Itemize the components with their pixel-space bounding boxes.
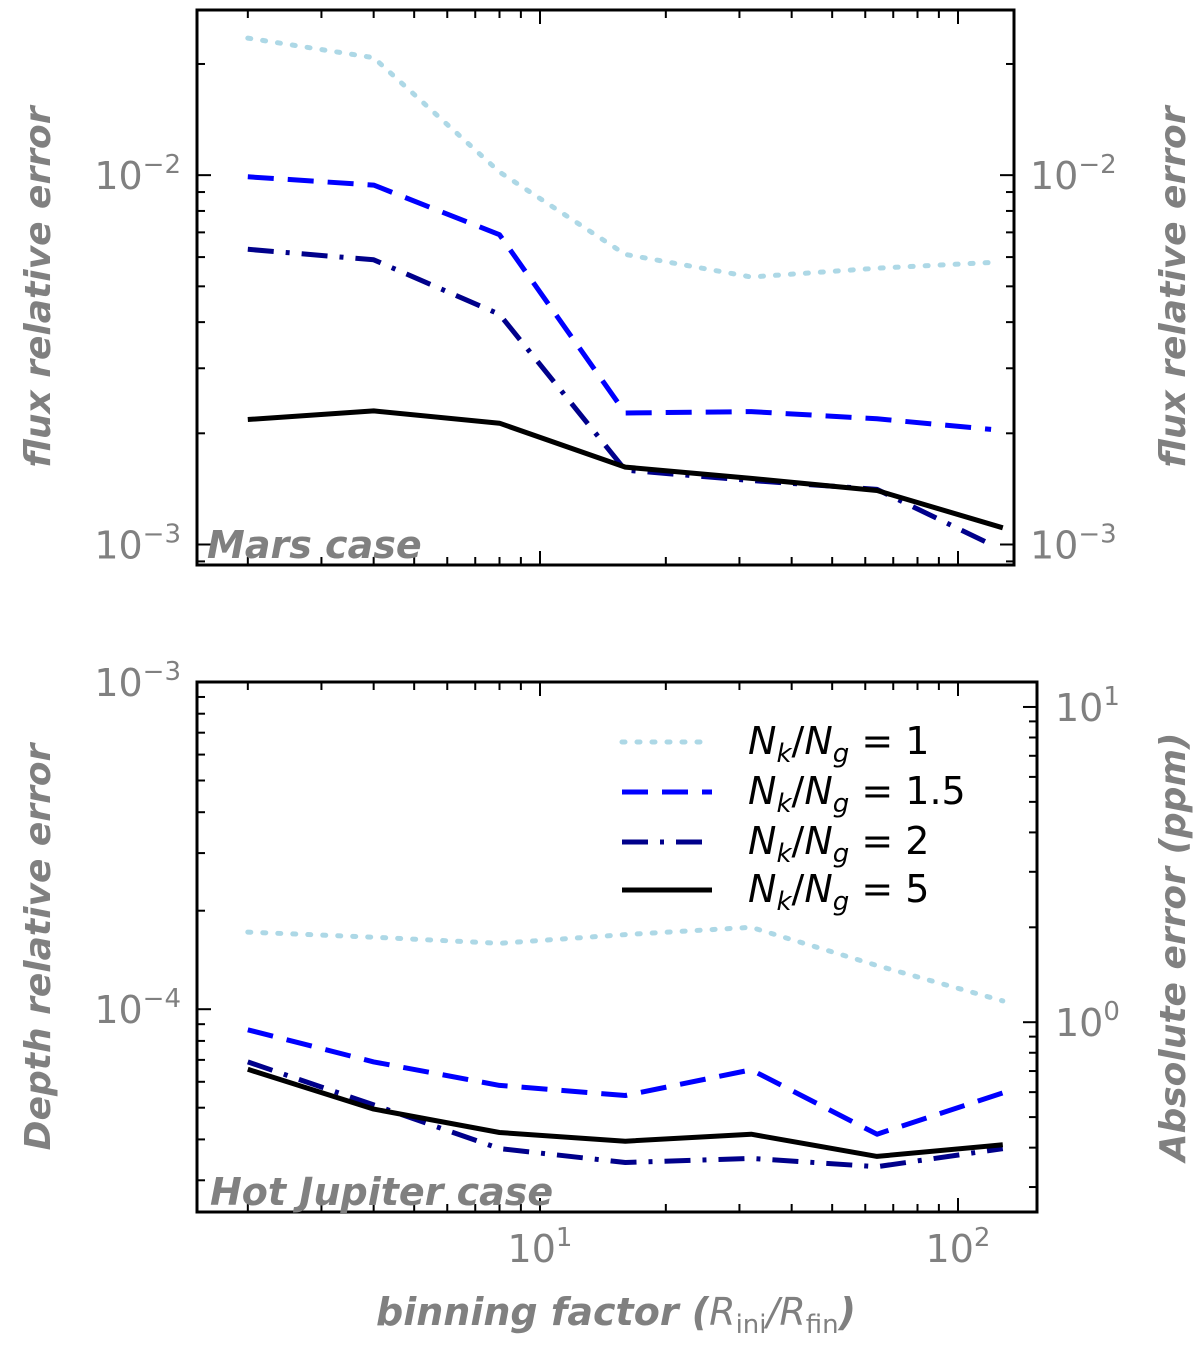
hot-jupiter-y-tick-labels: 10−3 10−4	[94, 657, 181, 1032]
series-line-1	[245, 35, 994, 280]
x-axis-label-slash: /	[764, 1290, 784, 1334]
x-tick-label: 102	[926, 1223, 991, 1271]
legend-label-1: Nk/Ng = 1	[748, 719, 929, 769]
series-line-3	[246, 1059, 1004, 1170]
mars-y-tick-labels-right: 10−2 10−3	[1030, 150, 1117, 567]
mars-minor-ticks	[197, 10, 1014, 565]
y-tick-label: 10−2	[94, 150, 181, 198]
hot-jupiter-x-tick-labels: 101 102	[508, 1223, 991, 1271]
series-line-2	[247, 1027, 1004, 1137]
hot-jupiter-y-tick-labels-right: 101 100	[1055, 682, 1120, 1045]
y-right-tick-label: 101	[1055, 682, 1120, 730]
y-tick-label: 10−3	[94, 519, 181, 567]
x-tick-label: 101	[508, 1223, 573, 1271]
series-line-1	[245, 924, 1006, 1004]
y-tick-label: 10−3	[94, 657, 181, 705]
y-right-tick-label: 10−2	[1030, 150, 1117, 198]
hot-jupiter-series	[245, 924, 1006, 1170]
x-axis-label: binning factor (Rini/Rfin)	[376, 1290, 856, 1340]
hot-jupiter-case-label: Hot Jupiter case	[210, 1170, 553, 1214]
mars-y-axis-label: flux relative error	[18, 104, 59, 467]
hot-jupiter-y-axis-label: Depth relative error	[18, 741, 59, 1150]
series-line-2	[247, 174, 992, 432]
series-line-3	[247, 246, 993, 547]
mars-case-label: Mars case	[207, 523, 422, 567]
x-axis-label-r1: R	[709, 1290, 735, 1334]
y-tick-label: 10−4	[94, 984, 181, 1032]
legend-label-4: Nk/Ng = 5	[748, 867, 929, 917]
series-line-4	[247, 408, 1004, 531]
hot-jupiter-axes-frame	[195, 680, 1039, 1214]
x-axis-label-close: )	[837, 1290, 856, 1334]
series-line-4	[247, 1066, 1004, 1159]
mars-series	[245, 35, 1004, 547]
mars-y-tick-labels: 10−2 10−3	[94, 150, 181, 567]
x-axis-label-sub-ini: ini	[736, 1310, 767, 1340]
x-axis-label-r2: R	[779, 1290, 805, 1334]
mars-panel: 10−2 10−3 10−2 10−3 Mars case flux relativ…	[18, 8, 1194, 567]
hot-jupiter-y-axis-label-right: Absolute error (ppm)	[1153, 733, 1194, 1165]
y-right-tick-label: 10−3	[1030, 519, 1117, 567]
x-axis-label-sub-fin: fin	[806, 1310, 839, 1340]
mars-axes-frame	[195, 8, 1016, 567]
legend-label-3: Nk/Ng = 2	[748, 819, 929, 869]
x-axis-label-main: binning factor (	[376, 1290, 710, 1334]
legend: Nk/Ng = 1Nk/Ng = 1.5Nk/Ng = 2Nk/Ng = 5	[619, 719, 966, 917]
mars-y-axis-label-right: flux relative error	[1153, 104, 1194, 467]
legend-label-2: Nk/Ng = 1.5	[748, 769, 966, 819]
y-right-tick-label: 100	[1055, 997, 1120, 1045]
